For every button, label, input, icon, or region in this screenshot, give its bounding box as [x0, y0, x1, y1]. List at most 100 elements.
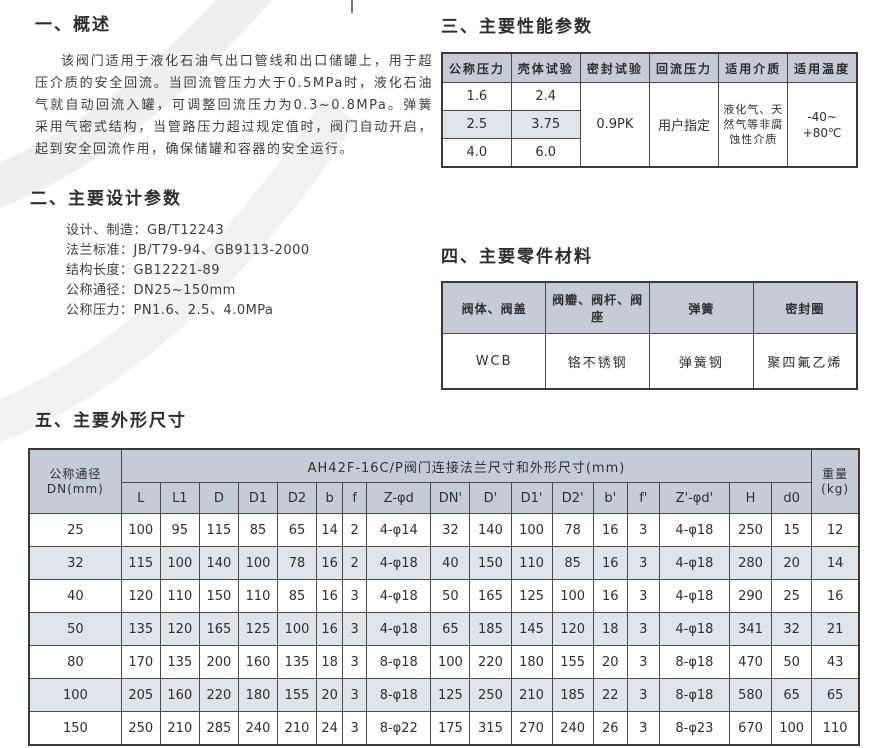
- table-cell: 20: [592, 645, 628, 679]
- table-cell: 100: [277, 612, 318, 646]
- table-cell: 95: [159, 513, 200, 547]
- column-header: f': [626, 482, 660, 514]
- table-cell: 16: [592, 513, 628, 547]
- table-cell: 250: [728, 513, 773, 547]
- table-cell: 弹簧钢: [649, 333, 754, 390]
- table-cell: 65: [277, 513, 318, 547]
- table-cell: 180: [237, 678, 279, 712]
- table-cell: 43: [811, 645, 860, 679]
- table-cell: 200: [198, 645, 239, 679]
- table-row: 80 170 135 200 160 135 18 3 8-φ18 100 220 180 155 20 3…: [28, 645, 860, 679]
- table-cell: 315: [469, 711, 512, 746]
- table-cell: 32: [430, 513, 471, 547]
- table-cell: 100: [771, 711, 813, 746]
- column-header: Z-φd: [366, 482, 432, 514]
- table-cell: 110: [159, 579, 200, 613]
- table-row: 1.6 2.4 0.9PK 用户指定 液化气、天然气等非腐蚀性介质 -40~ +…: [441, 82, 858, 168]
- column-header: 阀体、阀盖: [441, 281, 547, 334]
- section-overview-title: 一、概述: [35, 15, 111, 35]
- page-registration-tick: [351, 0, 353, 13]
- dn-header-unit: DN(mm): [46, 481, 104, 496]
- table-cell: 185: [551, 678, 594, 712]
- weight-header-unit: (kg): [821, 481, 850, 496]
- weight-column-header: 重量 (kg): [811, 448, 860, 514]
- table-cell: 110: [510, 546, 553, 580]
- table-cell: 1.6: [441, 82, 512, 111]
- table-cell: 85: [237, 513, 279, 547]
- table-cell: 125: [430, 678, 471, 712]
- table-cell: 165: [198, 612, 239, 646]
- table-cell: 26: [592, 711, 628, 746]
- table-cell: 3: [626, 678, 660, 712]
- column-header: 适用介质: [718, 52, 789, 83]
- table-cell: 160: [237, 645, 279, 679]
- table-cell: 3: [626, 579, 660, 613]
- table-cell: 155: [551, 645, 594, 679]
- design-params-list: 设计、制造：GB/T12243 法兰标准：JB/T79-94、GB9113-20…: [66, 221, 434, 321]
- column-header: DN': [430, 482, 471, 514]
- column-header: D1: [237, 482, 279, 514]
- table-cell: 3: [626, 645, 660, 679]
- table-cell: 155: [277, 678, 318, 712]
- table-cell: 3: [626, 711, 660, 746]
- table-cell: 185: [469, 612, 512, 646]
- table-cell: 120: [159, 612, 200, 646]
- dn-column-header: 公称通径 DN(mm): [28, 448, 122, 514]
- table-cell: 220: [198, 678, 239, 712]
- dn-header-label: 公称通径: [49, 466, 102, 481]
- list-item: 结构长度：GB12221-89: [66, 263, 221, 278]
- section-overview: 一、概述 该阀门适用于液化石油气出口管线和出口储罐上，用于超压介质的安全回流。当…: [35, 10, 433, 161]
- table-cell: 2.5: [441, 110, 512, 139]
- column-header: 公称压力: [441, 52, 512, 83]
- column-header: 壳体试验: [510, 52, 581, 83]
- table-cell: 100: [510, 513, 553, 547]
- table-cell: 24: [316, 711, 344, 746]
- table-cell: 85: [551, 546, 594, 580]
- table-cell: 40: [430, 546, 471, 580]
- table-cell: 65: [811, 678, 860, 712]
- performance-table: 公称压力 壳体试验 密封试验 回流压力 适用介质 适用温度 1.6 2.4 0.…: [441, 52, 858, 168]
- table-cell: 16: [316, 612, 344, 646]
- column-header: 密封圈: [752, 281, 858, 334]
- table-cell: 4-φ18: [658, 546, 730, 580]
- table-cell: 240: [551, 711, 594, 746]
- table-cell: WCB: [441, 333, 547, 390]
- table-cell: 16: [592, 579, 628, 613]
- table-cell: 16: [316, 546, 344, 580]
- table-cell: 120: [551, 612, 594, 646]
- table-cell: 3: [626, 513, 660, 547]
- table-cell: 50: [430, 579, 471, 613]
- table-cell: 3: [342, 645, 368, 679]
- table-cell: 165: [469, 579, 512, 613]
- reflux-pressure-cell: 用户指定: [648, 82, 720, 168]
- table-cell: 4-φ18: [658, 579, 730, 613]
- table-cell: 65: [771, 678, 813, 712]
- list-item: 法兰标准：JB/T79-94、GB9113-2000: [66, 243, 310, 258]
- table-header-row: 阀体、阀盖 阀瓣、阀杆、阀座 弹簧 密封圈: [441, 281, 858, 334]
- table-cell: 8-φ18: [658, 678, 730, 712]
- table-cell: 2.4: [510, 82, 581, 111]
- section-materials: 四、主要零件材料 阀体、阀盖 阀瓣、阀杆、阀座 弹簧 密封圈 WCB 铬不锈钢 …: [441, 242, 859, 390]
- column-header: D2: [277, 482, 318, 514]
- table-cell: 220: [469, 645, 512, 679]
- column-header: 阀瓣、阀杆、阀座: [545, 281, 650, 334]
- table-cell: 180: [510, 645, 553, 679]
- table-cell: 铬不锈钢: [545, 333, 650, 390]
- section-performance-title: 三、主要性能参数: [441, 17, 593, 37]
- table-row: 4.0 6.0: [441, 138, 857, 168]
- column-header: 适用温度: [787, 52, 858, 83]
- table-cell: 250: [469, 678, 512, 712]
- table-cell: 205: [120, 678, 161, 712]
- table-cell: 135: [120, 612, 161, 646]
- table-cell: 4-φ18: [658, 513, 730, 547]
- table-cell: 125: [510, 579, 553, 613]
- table-header-row: 公称压力 壳体试验 密封试验 回流压力 适用介质 适用温度: [441, 52, 858, 83]
- table-cell: 15: [771, 513, 813, 547]
- table-row: 100 205 160 220 180 155 20 3 8-φ18 125 250 210 185 22…: [28, 678, 860, 712]
- table-cell: 135: [159, 645, 200, 679]
- table-cell: 470: [728, 645, 773, 679]
- table-cell: 32: [771, 612, 813, 646]
- column-header: f: [342, 482, 368, 514]
- table-cell: 聚四氟乙烯: [752, 333, 858, 390]
- table-row: 25 100 95 115 85 65 14 2 4-φ14 32 140 100 78 16 3 4-φ18…: [28, 513, 860, 547]
